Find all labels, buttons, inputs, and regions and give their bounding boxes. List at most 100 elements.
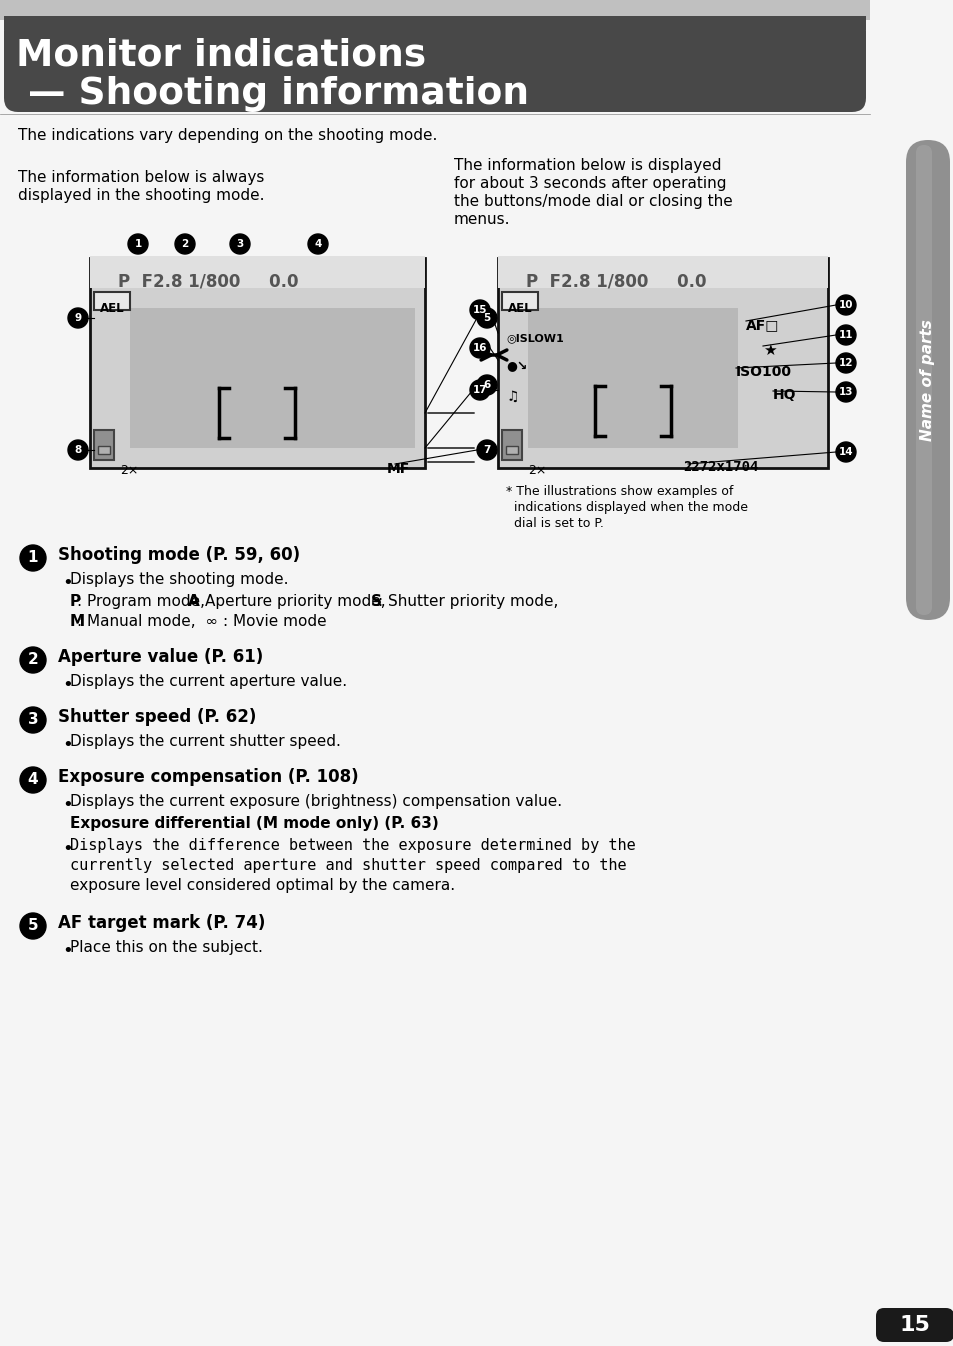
Text: P  F2.8 1/800     0.0: P F2.8 1/800 0.0 — [118, 273, 298, 291]
Text: 2: 2 — [28, 653, 38, 668]
Text: Displays the current aperture value.: Displays the current aperture value. — [70, 674, 347, 689]
Circle shape — [470, 300, 490, 320]
Text: 12: 12 — [838, 358, 852, 367]
Circle shape — [68, 440, 88, 460]
Text: Aperture value (P. 61): Aperture value (P. 61) — [58, 647, 263, 666]
Text: 14: 14 — [838, 447, 852, 458]
Text: ●↘: ●↘ — [505, 359, 527, 373]
Text: Exposure differential (M mode only) (P. 63): Exposure differential (M mode only) (P. … — [70, 816, 438, 830]
Text: Name of parts: Name of parts — [920, 319, 935, 441]
Circle shape — [20, 707, 46, 734]
Text: P  F2.8 1/800     0.0: P F2.8 1/800 0.0 — [525, 273, 706, 291]
Bar — [94, 292, 130, 310]
Text: HQ: HQ — [772, 388, 796, 402]
Bar — [130, 308, 415, 448]
FancyBboxPatch shape — [875, 1308, 953, 1342]
Circle shape — [835, 295, 855, 315]
Text: indications displayed when the mode: indications displayed when the mode — [505, 501, 747, 514]
Circle shape — [835, 324, 855, 345]
Text: the buttons/mode dial or closing the: the buttons/mode dial or closing the — [454, 194, 732, 209]
Text: Shooting mode (P. 59, 60): Shooting mode (P. 59, 60) — [58, 546, 300, 564]
Text: MF: MF — [387, 462, 410, 476]
Text: P: P — [70, 594, 81, 608]
Text: The information below is displayed: The information below is displayed — [454, 157, 720, 174]
Text: : Shutter priority mode,: : Shutter priority mode, — [377, 594, 558, 608]
Text: •: • — [62, 573, 72, 592]
Circle shape — [470, 380, 490, 400]
Text: •: • — [62, 840, 72, 857]
Text: 17: 17 — [472, 385, 487, 394]
FancyBboxPatch shape — [905, 140, 949, 621]
Text: Displays the difference between the exposure determined by the: Displays the difference between the expo… — [70, 839, 635, 853]
Text: 1: 1 — [28, 551, 38, 565]
Circle shape — [476, 376, 497, 394]
Circle shape — [20, 913, 46, 940]
Bar — [501, 292, 537, 310]
Text: : Manual mode,  ∞ : Movie mode: : Manual mode, ∞ : Movie mode — [77, 614, 326, 629]
Text: •: • — [62, 676, 72, 695]
Text: •: • — [62, 942, 72, 960]
Text: 1: 1 — [134, 240, 141, 249]
Bar — [98, 446, 110, 454]
Text: 11: 11 — [838, 330, 852, 341]
Text: 5: 5 — [483, 314, 490, 323]
Text: displayed in the shooting mode.: displayed in the shooting mode. — [18, 188, 264, 203]
Text: 2×: 2× — [120, 464, 138, 476]
Text: ISO100: ISO100 — [735, 365, 791, 380]
FancyBboxPatch shape — [4, 17, 865, 112]
Text: Displays the current shutter speed.: Displays the current shutter speed. — [70, 734, 340, 748]
Bar — [94, 429, 113, 460]
Bar — [497, 258, 827, 468]
Text: ♫: ♫ — [505, 390, 518, 404]
Text: : Program mode,: : Program mode, — [77, 594, 214, 608]
Text: S: S — [370, 594, 381, 608]
Circle shape — [470, 338, 490, 358]
FancyBboxPatch shape — [915, 145, 931, 615]
Text: AEL: AEL — [99, 302, 124, 315]
Circle shape — [476, 308, 497, 328]
Text: * The illustrations show examples of: * The illustrations show examples of — [505, 485, 733, 498]
Circle shape — [835, 353, 855, 373]
Text: ★: ★ — [762, 343, 776, 358]
Bar — [90, 258, 424, 468]
Bar — [0, 0, 869, 20]
Text: Shutter speed (P. 62): Shutter speed (P. 62) — [58, 708, 256, 725]
Bar — [90, 256, 424, 288]
Text: for about 3 seconds after operating: for about 3 seconds after operating — [454, 176, 726, 191]
Text: •: • — [62, 736, 72, 754]
Bar — [527, 308, 738, 448]
Bar — [501, 429, 521, 460]
Circle shape — [128, 234, 148, 254]
Text: Exposure compensation (P. 108): Exposure compensation (P. 108) — [58, 769, 358, 786]
Text: — Shooting information: — Shooting information — [28, 75, 529, 112]
Text: 2: 2 — [181, 240, 189, 249]
Text: The information below is always: The information below is always — [18, 170, 264, 184]
Circle shape — [20, 767, 46, 793]
Text: 13: 13 — [838, 388, 852, 397]
Text: 16: 16 — [473, 343, 487, 353]
Text: 3: 3 — [28, 712, 38, 727]
Text: 10: 10 — [838, 300, 852, 310]
Circle shape — [174, 234, 194, 254]
Text: menus.: menus. — [454, 213, 510, 227]
Text: AF target mark (P. 74): AF target mark (P. 74) — [58, 914, 265, 931]
Text: 4: 4 — [28, 773, 38, 787]
Text: 2×: 2× — [527, 464, 546, 476]
Text: : Aperture priority mode,: : Aperture priority mode, — [194, 594, 395, 608]
Text: 6: 6 — [483, 380, 490, 390]
Text: AEL: AEL — [507, 302, 532, 315]
Text: 4: 4 — [314, 240, 321, 249]
Circle shape — [835, 441, 855, 462]
Text: 2272x1704: 2272x1704 — [682, 460, 758, 474]
Bar — [497, 256, 827, 288]
Circle shape — [476, 440, 497, 460]
Text: 7: 7 — [483, 446, 490, 455]
Text: Displays the shooting mode.: Displays the shooting mode. — [70, 572, 288, 587]
Text: •: • — [62, 795, 72, 814]
Text: AF□: AF□ — [745, 318, 779, 332]
Circle shape — [68, 308, 88, 328]
Circle shape — [308, 234, 328, 254]
Text: currently selected aperture and shutter speed compared to the: currently selected aperture and shutter … — [70, 857, 626, 874]
Circle shape — [20, 647, 46, 673]
Circle shape — [835, 382, 855, 402]
